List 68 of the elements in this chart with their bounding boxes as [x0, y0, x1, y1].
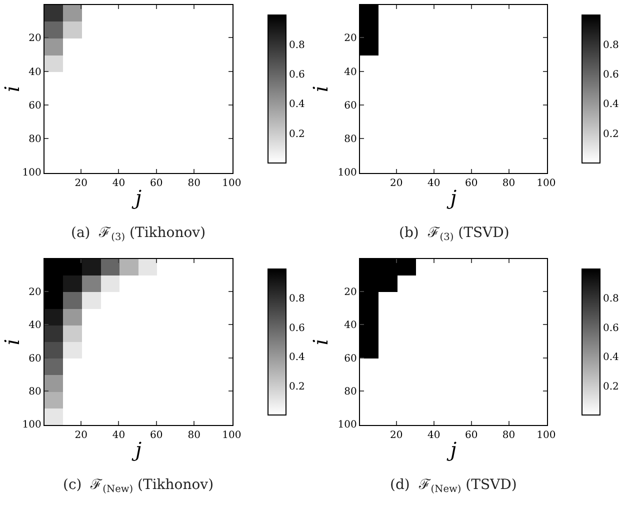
- color-bar-label: 0.2: [289, 128, 305, 140]
- x-axis-title: j: [131, 185, 142, 210]
- color-bar-label: 0.8: [603, 40, 619, 52]
- y-axis-title: i: [0, 338, 24, 346]
- y-tick-label: 100: [338, 168, 357, 179]
- y-tick-label: 60: [28, 353, 42, 364]
- x-tick-label: 40: [427, 430, 440, 442]
- y-tick-label: 40: [344, 66, 357, 78]
- y-tick-label: 40: [28, 320, 42, 332]
- y-tick-label: 100: [338, 420, 357, 431]
- y-tick-label: 80: [28, 386, 42, 398]
- x-axis-title: j: [131, 438, 142, 462]
- y-tick-label: 80: [344, 134, 357, 146]
- y-tick-label: 20: [344, 286, 357, 298]
- x-tick-label: 40: [427, 178, 440, 189]
- text: (a) ℱ$_{(3)}$ (Tikhonov): [71, 225, 206, 243]
- x-tick-label: 20: [390, 430, 403, 442]
- x-tick-label: 100: [536, 178, 556, 189]
- color-bar-label: 0.4: [603, 99, 619, 110]
- y-tick-label: 60: [344, 100, 357, 112]
- y-tick-label: 40: [28, 66, 42, 78]
- x-tick-label: 60: [150, 430, 163, 442]
- x-tick-label: 20: [390, 178, 403, 189]
- x-tick-label: 20: [74, 430, 88, 442]
- color-bar-label: 0.8: [289, 40, 305, 52]
- text: (c) ℱ$_{(New)}$ (Tikhonov): [63, 477, 214, 495]
- y-axis-title: i: [0, 86, 24, 92]
- x-tick-label: 60: [150, 178, 163, 189]
- y-tick-label: 80: [344, 386, 357, 398]
- x-tick-label: 60: [464, 430, 478, 442]
- color-bar-label: 0.4: [289, 352, 305, 364]
- y-axis-title: i: [308, 338, 332, 346]
- x-tick-label: 100: [222, 430, 242, 442]
- x-tick-label: 80: [188, 178, 200, 189]
- y-tick-label: 20: [28, 33, 42, 44]
- x-tick-label: 40: [112, 430, 126, 442]
- x-tick-label: 80: [502, 430, 516, 442]
- x-tick-label: 40: [112, 178, 126, 189]
- text: (b) ℱ$_{(3)}$ (TSVD): [399, 225, 510, 243]
- x-tick-label: 100: [222, 178, 242, 189]
- color-bar-label: 0.2: [603, 381, 619, 392]
- color-bar-label: 0.2: [289, 381, 305, 392]
- color-bar-label: 0.6: [289, 70, 305, 81]
- x-axis-title: j: [446, 438, 457, 462]
- y-axis-title: i: [308, 86, 332, 92]
- y-tick-label: 20: [344, 33, 357, 44]
- x-tick-label: 80: [502, 178, 516, 189]
- x-tick-label: 20: [74, 178, 88, 189]
- x-axis-title: j: [446, 185, 457, 210]
- x-tick-label: 60: [464, 178, 478, 189]
- y-tick-label: 100: [22, 168, 42, 179]
- color-bar-label: 0.4: [289, 99, 305, 110]
- x-tick-label: 100: [536, 430, 556, 442]
- color-bar-label: 0.8: [289, 294, 305, 305]
- y-tick-label: 60: [344, 353, 357, 364]
- color-bar-label: 0.2: [603, 128, 619, 140]
- color-bar-label: 0.4: [603, 352, 619, 364]
- color-bar-label: 0.6: [289, 322, 305, 334]
- x-tick-label: 80: [188, 430, 200, 442]
- color-bar-label: 0.6: [603, 322, 619, 334]
- color-bar-label: 0.6: [603, 70, 619, 81]
- y-tick-label: 100: [22, 420, 42, 431]
- y-tick-label: 80: [28, 134, 42, 146]
- color-bar-label: 0.8: [603, 294, 619, 305]
- y-tick-label: 40: [344, 320, 357, 332]
- y-tick-label: 60: [28, 100, 42, 112]
- y-tick-label: 20: [28, 286, 42, 298]
- text: (d) ℱ$_{(New)}$ (TSVD): [390, 477, 517, 495]
